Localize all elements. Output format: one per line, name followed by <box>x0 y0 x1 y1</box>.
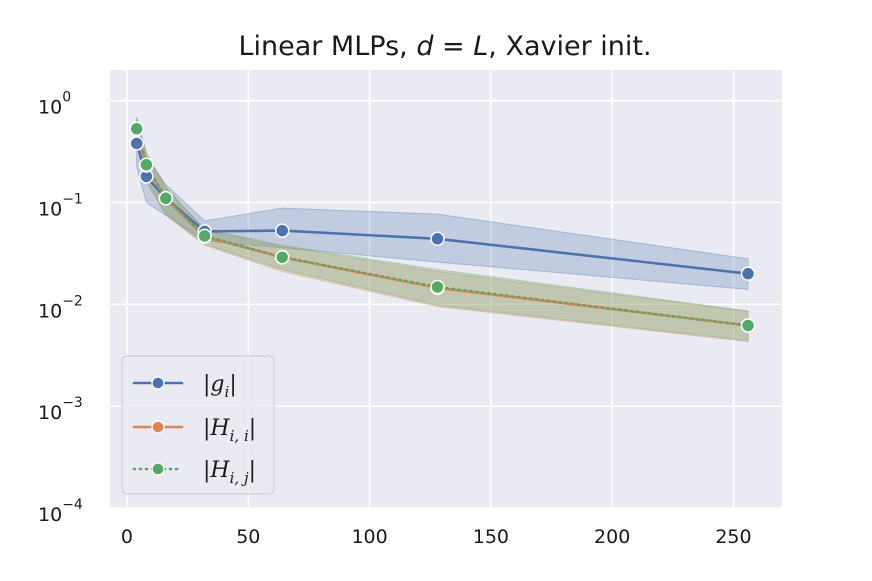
data-point-0 <box>740 266 756 281</box>
x-tick-label: 200 <box>594 526 630 548</box>
data-point-0 <box>274 223 290 238</box>
legend-marker-0 <box>151 376 165 390</box>
y-axis: 100 10−1 10−2 10−3 10−4 <box>38 90 83 526</box>
y-tick-label: 10−2 <box>38 293 83 322</box>
legend-marker-1 <box>151 420 165 434</box>
data-point-2 <box>740 318 756 333</box>
data-point-2 <box>274 249 290 265</box>
data-point-2 <box>129 121 144 136</box>
data-point-0 <box>430 231 445 247</box>
confidence-band-0 <box>136 123 749 290</box>
chart-title: Linear MLPs, d = L, Xavier init. <box>238 31 651 62</box>
y-tick-label: 10−3 <box>38 395 83 424</box>
legend-label-1: |Hi, i| <box>203 416 256 445</box>
legend-box <box>121 355 275 495</box>
x-tick-label: 250 <box>715 526 751 548</box>
data-point-2 <box>430 279 445 295</box>
legend-label-2: |Hi, j| <box>203 458 256 487</box>
y-tick-label: 10−1 <box>38 191 83 220</box>
y-tick-label: 100 <box>38 90 71 119</box>
x-tick-label: 100 <box>351 526 387 548</box>
x-axis: 0 50 100 150 200 250 <box>121 526 752 548</box>
legend-label-0: |gi| <box>203 372 237 401</box>
data-point-2 <box>158 191 174 206</box>
legend-marker-2 <box>151 462 165 476</box>
grid <box>110 70 782 509</box>
data-point-2 <box>197 228 212 244</box>
x-tick-label: 0 <box>121 526 133 548</box>
x-tick-label: 50 <box>236 526 260 548</box>
legend: |gi| |Hi, i| |Hi, j| <box>121 355 275 495</box>
data-point-2 <box>139 157 154 172</box>
x-tick-label: 150 <box>473 526 509 548</box>
data-point-0 <box>129 136 144 151</box>
y-tick-label: 10−4 <box>38 497 83 526</box>
